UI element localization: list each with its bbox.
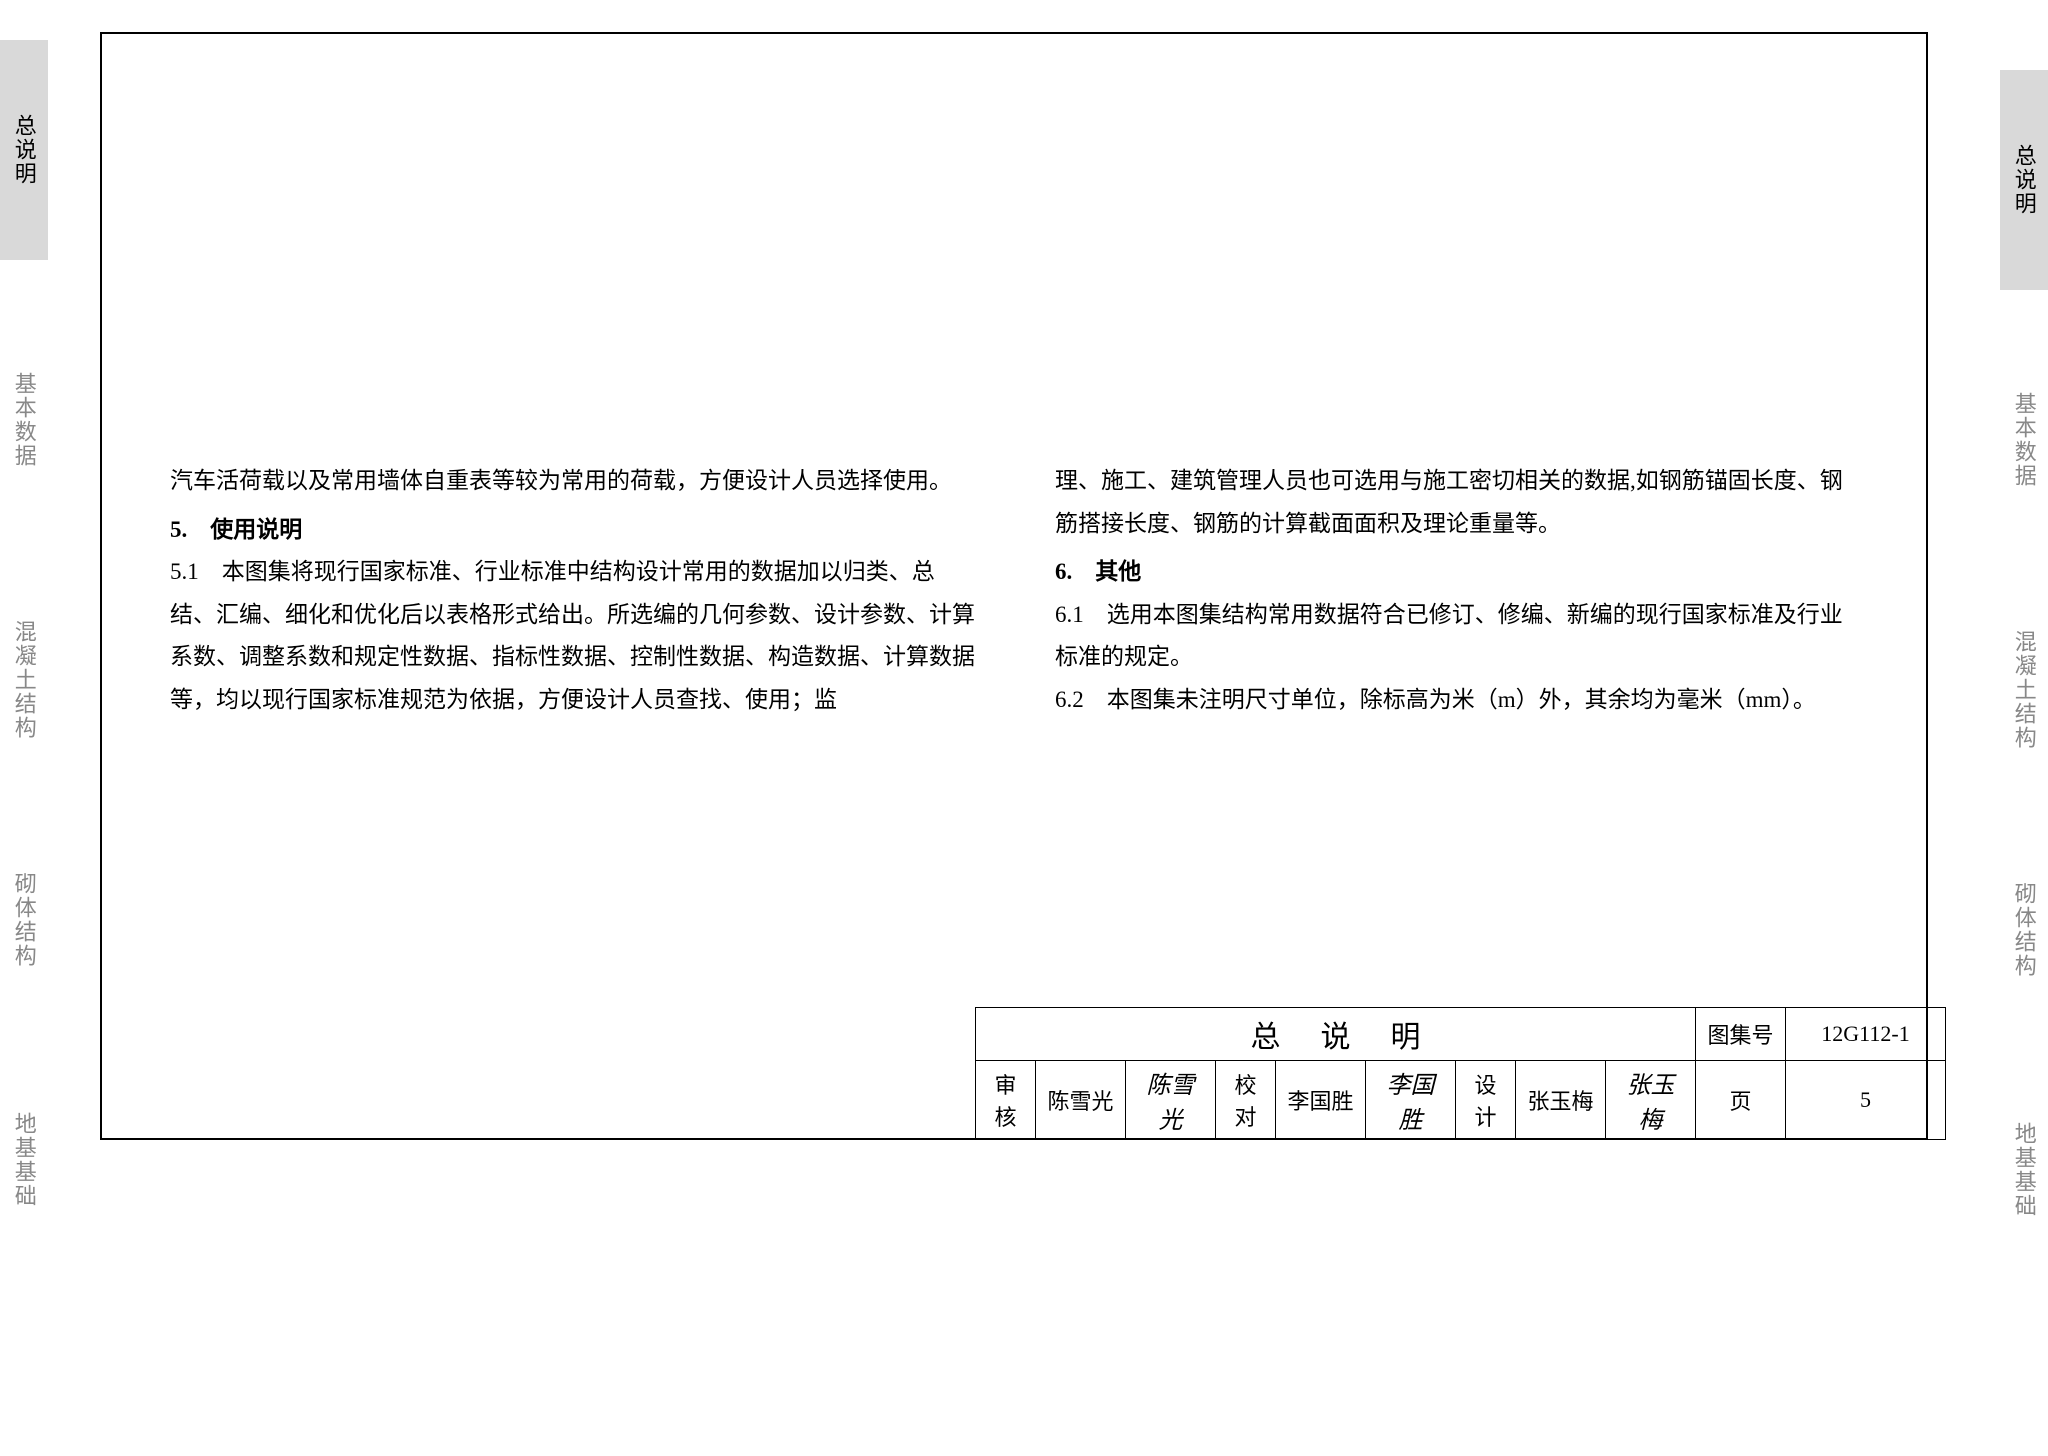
side-tab-label: 砌体结构 — [2004, 882, 2044, 978]
designer: 张玉梅 — [1516, 1061, 1606, 1140]
checker: 李国胜 — [1276, 1061, 1366, 1140]
side-tab-label: 总说明 — [2004, 144, 2044, 216]
side-tab-label: 基本数据 — [2004, 392, 2044, 488]
side-tab-label: 地基基础 — [2004, 1122, 2044, 1218]
para-6-1: 6.1 选用本图集结构常用数据符合已修订、修编、新编的现行国家标准及行业标准的规… — [1055, 594, 1860, 679]
title-block: 总说明 图集号 12G112-1 审核 陈雪光 陈雪光 校对 李国胜 李国胜 设… — [975, 1007, 1946, 1140]
side-tab-1[interactable]: 基本数据 — [0, 330, 48, 510]
check-label: 校对 — [1216, 1061, 1276, 1140]
side-tab-3[interactable]: 砌体结构 — [2000, 840, 2048, 1020]
designer-signature: 张玉梅 — [1606, 1061, 1696, 1140]
content-area: 汽车活荷载以及常用墙体自重表等较为常用的荷载，方便设计人员选择使用。 5. 使用… — [170, 460, 1860, 721]
left-column: 汽车活荷载以及常用墙体自重表等较为常用的荷载，方便设计人员选择使用。 5. 使用… — [170, 460, 975, 721]
checker-signature: 李国胜 — [1366, 1061, 1456, 1140]
page-label: 页 — [1696, 1061, 1786, 1140]
reviewer-signature: 陈雪光 — [1126, 1061, 1216, 1140]
review-label: 审核 — [976, 1061, 1036, 1140]
atlas-num: 12G112-1 — [1786, 1008, 1946, 1061]
para-cars: 汽车活荷载以及常用墙体自重表等较为常用的荷载，方便设计人员选择使用。 — [170, 460, 975, 503]
side-tab-4[interactable]: 地基基础 — [0, 1070, 48, 1250]
title-main: 总说明 — [976, 1008, 1696, 1061]
side-tab-4[interactable]: 地基基础 — [2000, 1080, 2048, 1260]
side-tab-label: 砌体结构 — [4, 872, 44, 968]
side-tab-label: 基本数据 — [4, 372, 44, 468]
side-tab-1[interactable]: 基本数据 — [2000, 350, 2048, 530]
para-cont: 理、施工、建筑管理人员也可选用与施工密切相关的数据,如钢筋锚固长度、钢筋搭接长度… — [1055, 460, 1860, 545]
side-tab-label: 地基基础 — [4, 1112, 44, 1208]
side-tab-2[interactable]: 混凝土结构 — [0, 570, 48, 790]
side-tab-2[interactable]: 混凝土结构 — [2000, 580, 2048, 800]
side-tab-label: 总说明 — [4, 114, 44, 186]
right-column: 理、施工、建筑管理人员也可选用与施工密切相关的数据,如钢筋锚固长度、钢筋搭接长度… — [1055, 460, 1860, 721]
side-tab-label: 混凝土结构 — [2004, 630, 2044, 750]
reviewer: 陈雪光 — [1036, 1061, 1126, 1140]
side-tab-3[interactable]: 砌体结构 — [0, 830, 48, 1010]
side-tab-0[interactable]: 总说明 — [0, 40, 48, 260]
page-num: 5 — [1786, 1061, 1946, 1140]
para-5-1: 5.1 本图集将现行国家标准、行业标准中结构设计常用的数据加以归类、总结、汇编、… — [170, 551, 975, 721]
design-label: 设计 — [1456, 1061, 1516, 1140]
heading-5: 5. 使用说明 — [170, 509, 975, 552]
heading-6: 6. 其他 — [1055, 551, 1860, 594]
side-tab-label: 混凝土结构 — [4, 620, 44, 740]
side-tab-0[interactable]: 总说明 — [2000, 70, 2048, 290]
atlas-label: 图集号 — [1696, 1008, 1786, 1061]
para-6-2: 6.2 本图集未注明尺寸单位，除标高为米（m）外，其余均为毫米（mm）。 — [1055, 679, 1860, 722]
